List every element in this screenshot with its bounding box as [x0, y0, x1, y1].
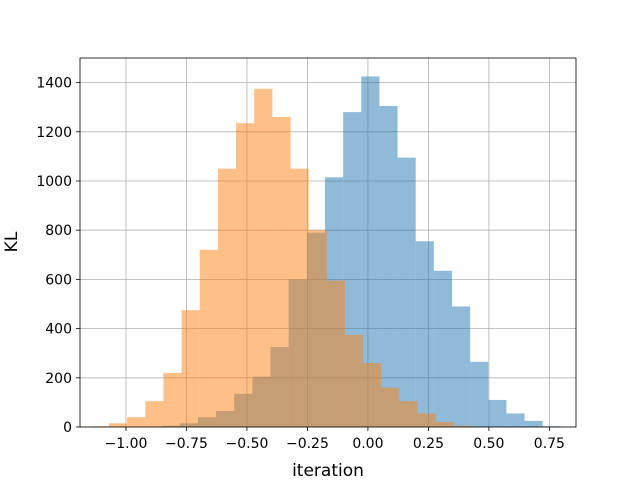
y-axis-label: KL	[2, 231, 22, 252]
histogram-bar-series-2	[236, 123, 255, 427]
histogram-bar-series-2	[363, 363, 382, 427]
histogram-bar-series-2	[435, 422, 454, 427]
histogram-bar-series-2	[381, 387, 400, 427]
histogram-bar-series-1	[397, 157, 416, 427]
histogram-bar-series-2	[145, 401, 164, 427]
histogram-bar-series-2	[163, 372, 182, 427]
histogram-bars	[90, 76, 561, 428]
histogram-bar-series-2	[417, 413, 436, 427]
plot-frame	[79, 57, 577, 428]
y-tick-label: 400	[45, 322, 72, 338]
y-tick-label: 0	[63, 420, 72, 436]
y-tick-label: 1400	[36, 76, 72, 92]
x-tick-label: −0.25	[286, 436, 329, 452]
x-tick-label: 0.50	[473, 436, 504, 452]
histogram-bar-series-1	[506, 413, 525, 427]
histogram-bar-series-2	[326, 280, 345, 427]
histogram-bar-series-2	[399, 401, 418, 427]
histogram-bar-series-1	[452, 306, 471, 427]
y-tick-label: 800	[45, 223, 72, 239]
x-tick-label: 0.25	[413, 436, 444, 452]
histogram-bar-series-1	[470, 361, 489, 427]
histogram-bar-series-2	[254, 88, 273, 427]
y-tick-label: 200	[45, 371, 72, 387]
histogram-bar-series-2	[290, 168, 309, 427]
histogram-bar-series-1	[415, 241, 434, 427]
histogram-bar-series-1	[379, 105, 398, 427]
histogram-bar-series-2	[217, 168, 237, 427]
x-tick-label: 0.00	[352, 436, 383, 452]
histogram-bar-series-2	[181, 310, 200, 427]
histogram-bar-series-2	[127, 417, 146, 427]
x-tick-label: −1.00	[105, 436, 148, 452]
y-tick-label: 1200	[36, 125, 72, 141]
histogram-bar-series-1	[524, 420, 543, 427]
histogram-bar-series-1	[433, 270, 452, 427]
histogram-bar-series-2	[199, 249, 218, 427]
y-tick-label: 1000	[36, 174, 72, 190]
x-tick-label: 0.75	[534, 436, 565, 452]
x-tick-label: −0.75	[165, 436, 208, 452]
histogram-bar-series-1	[488, 399, 507, 427]
x-axis-ticks: −1.00 −0.75 −0.50 −0.25 0.00 0.25 0.50 0.75	[105, 427, 565, 452]
histogram-bar-series-2	[453, 425, 472, 427]
histogram-bar-series-2	[109, 423, 128, 427]
histogram-bar-series-2	[344, 334, 364, 427]
y-axis-ticks: 0 200 400 600 800 1000 1200 1400	[36, 76, 80, 436]
y-tick-label: 600	[45, 272, 72, 288]
x-axis-label: iteration	[292, 461, 364, 480]
histogram-bar-series-1	[361, 76, 380, 427]
x-tick-label: −0.50	[225, 436, 268, 452]
histogram-bar-series-2	[272, 117, 291, 427]
histogram-bar-series-2	[308, 230, 327, 427]
